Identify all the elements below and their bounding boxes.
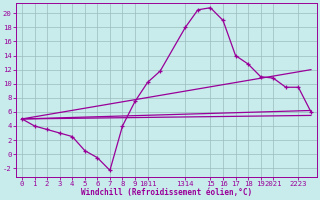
X-axis label: Windchill (Refroidissement éolien,°C): Windchill (Refroidissement éolien,°C) [81,188,252,197]
